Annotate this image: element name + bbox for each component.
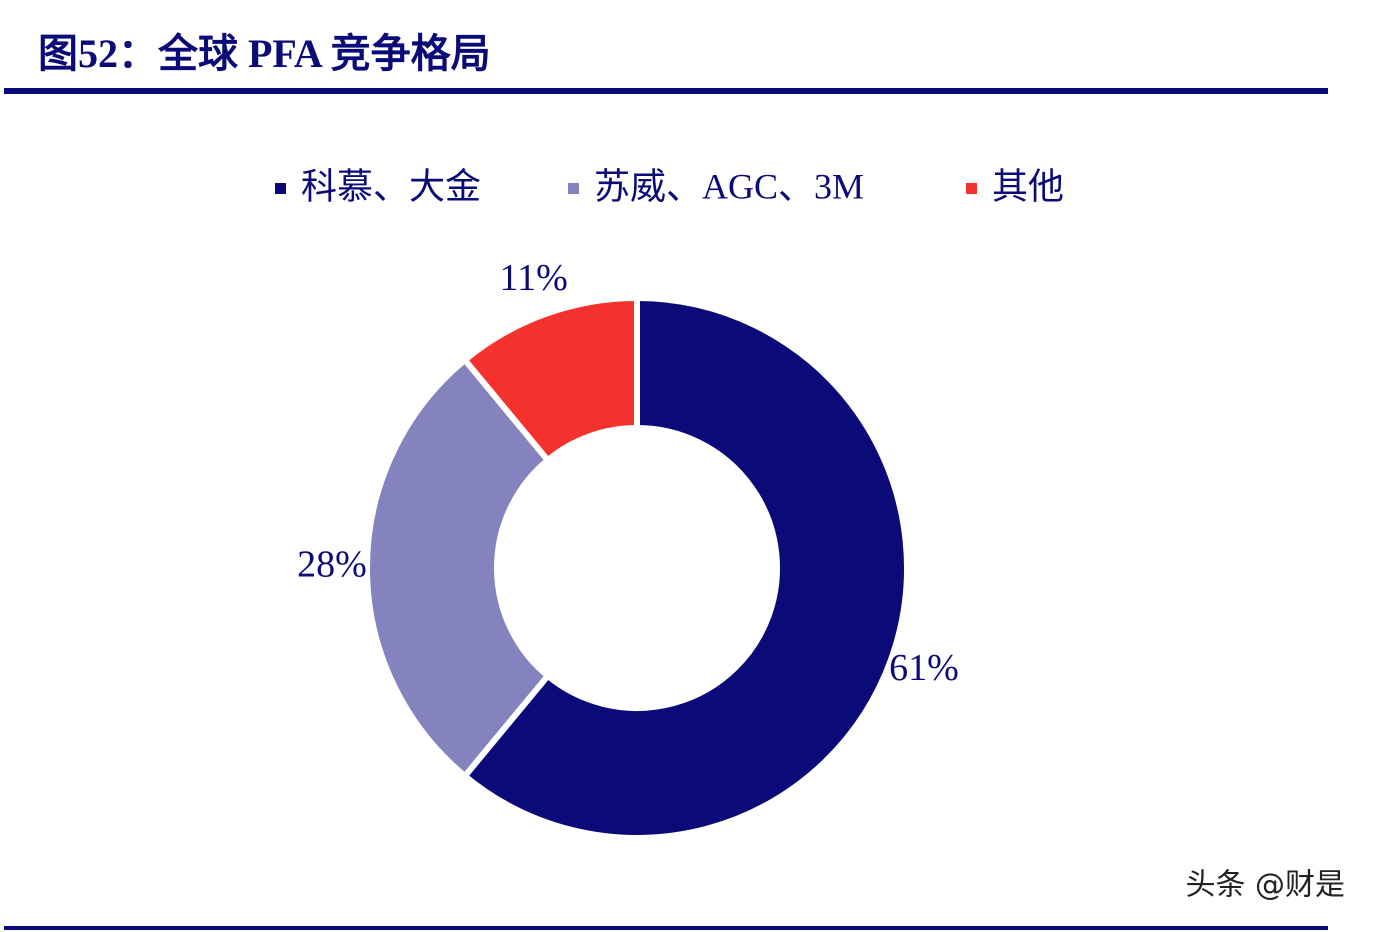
legend: 科慕、大金 苏威、AGC、3M 其他 [275, 166, 1064, 206]
value-label: 11% [500, 257, 568, 299]
plot: 61% 28% 11% [297, 257, 959, 841]
legend-label: 科慕、大金 [301, 166, 481, 206]
legend-label: 苏威、AGC、3M [594, 166, 864, 206]
legend-swatch [966, 183, 977, 194]
title-rule [4, 88, 1328, 94]
legend-swatch [568, 183, 579, 194]
donut-segment [364, 355, 552, 781]
legend-label: 其他 [992, 166, 1064, 206]
donut-segment [460, 294, 640, 465]
legend-swatch [275, 183, 286, 194]
watermark: 头条 @财是 [1185, 868, 1345, 903]
bottom-rule [4, 926, 1328, 930]
value-label: 61% [889, 647, 959, 689]
chart-title: 图52：全球 PFA 竞争格局 [38, 31, 491, 76]
value-label: 28% [297, 544, 367, 586]
donut-segment [460, 294, 910, 841]
